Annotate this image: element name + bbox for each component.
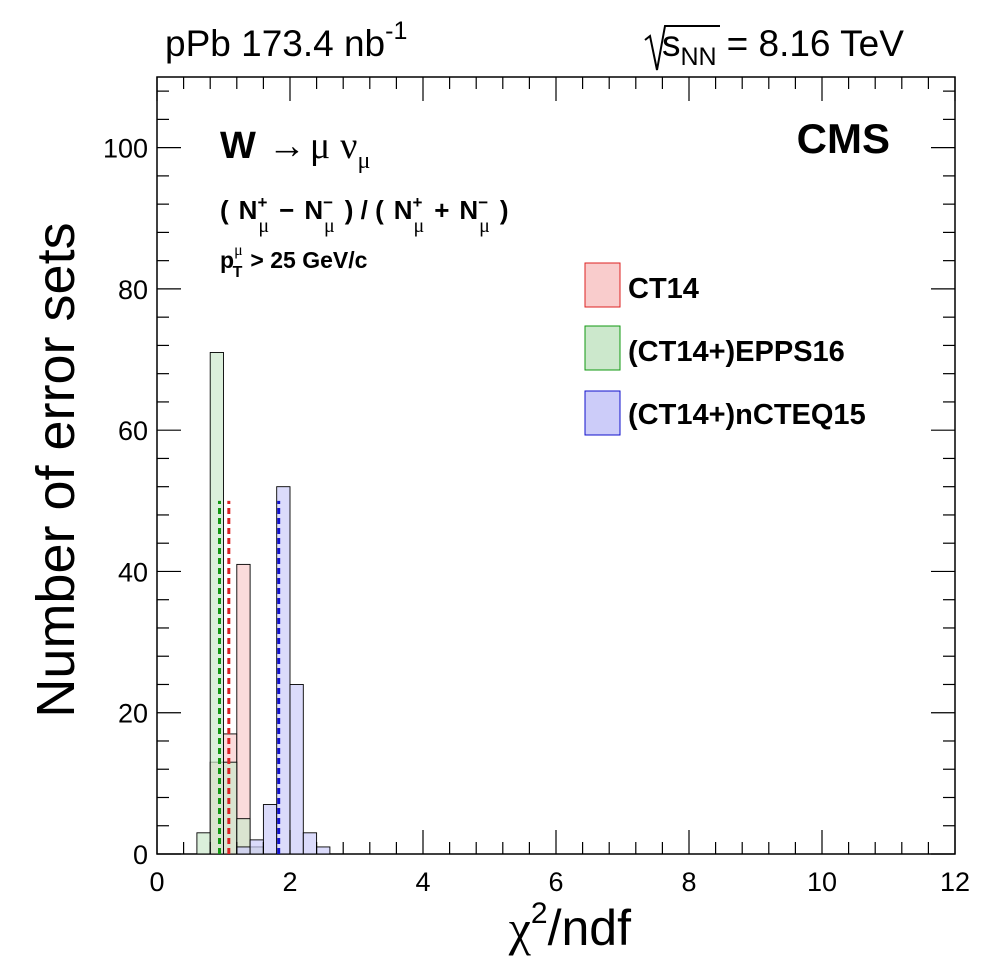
bar-ncteq15-2 — [262, 804, 278, 855]
sqrt-symbol — [644, 25, 720, 71]
process-label: W → μ νμ — [220, 125, 370, 174]
bar-ncteq15-4 — [289, 684, 304, 855]
legend-swatch-ncteq15 — [584, 390, 621, 436]
x-tick-label: 2 — [282, 867, 297, 897]
x-tick-label: 4 — [415, 867, 430, 897]
bar-ncteq15-5 — [302, 832, 318, 855]
y-tick-label: 80 — [118, 275, 148, 305]
y-tick-label: 40 — [118, 557, 148, 587]
tick-labels: 0 2 4 6 8 10 12 0 20 40 60 80 100 — [103, 134, 970, 897]
pt-cut-label: pμ T > 25 GeV/c — [220, 242, 368, 281]
bar-ncteq15-0 — [236, 846, 251, 855]
y-tick-label: 100 — [103, 134, 148, 164]
y-axis-title: Number of error sets — [26, 222, 86, 717]
legend-label-epps16: (CT14+)EPPS16 — [628, 336, 845, 368]
legend-label-ncteq15: (CT14+)nCTEQ15 — [628, 399, 866, 431]
legend: CT14 (CT14+)EPPS16 (CT14+)nCTEQ15 — [584, 262, 866, 436]
legend-entry-ncteq15: (CT14+)nCTEQ15 — [584, 390, 866, 436]
bar-ncteq15-6 — [316, 846, 331, 855]
legend-entry-epps16: (CT14+)EPPS16 — [584, 325, 845, 371]
y-tick-label: 0 — [133, 840, 148, 870]
legend-entry-ct14: CT14 — [584, 262, 699, 308]
bar-epps16-0 — [196, 832, 211, 855]
axis-ticks — [156, 77, 956, 855]
bar-epps16-1 — [209, 352, 224, 855]
x-tick-label: 10 — [807, 867, 837, 897]
x-tick-label: 12 — [940, 867, 970, 897]
x-tick-label: 6 — [548, 867, 563, 897]
legend-label-ct14: CT14 — [628, 273, 699, 305]
x-tick-label: 0 — [149, 867, 164, 897]
mean-lines — [218, 500, 281, 854]
bar-ct14-2 — [236, 563, 251, 855]
cms-label: CMS — [797, 115, 890, 162]
legend-swatch-epps16 — [584, 325, 621, 371]
bar-ncteq15-1 — [249, 839, 264, 855]
x-tick-label: 8 — [681, 867, 696, 897]
y-tick-label: 20 — [118, 699, 148, 729]
lumi-label: pPb 173.4 nb-1 — [165, 17, 407, 64]
asymmetry-label: (N+ μ− N− μ) / (N+ μ+ N− μ) — [220, 193, 509, 237]
legend-swatch-ct14 — [584, 262, 621, 308]
x-axis-title: χ2/ndf — [508, 897, 631, 956]
y-tick-label: 60 — [118, 416, 148, 446]
